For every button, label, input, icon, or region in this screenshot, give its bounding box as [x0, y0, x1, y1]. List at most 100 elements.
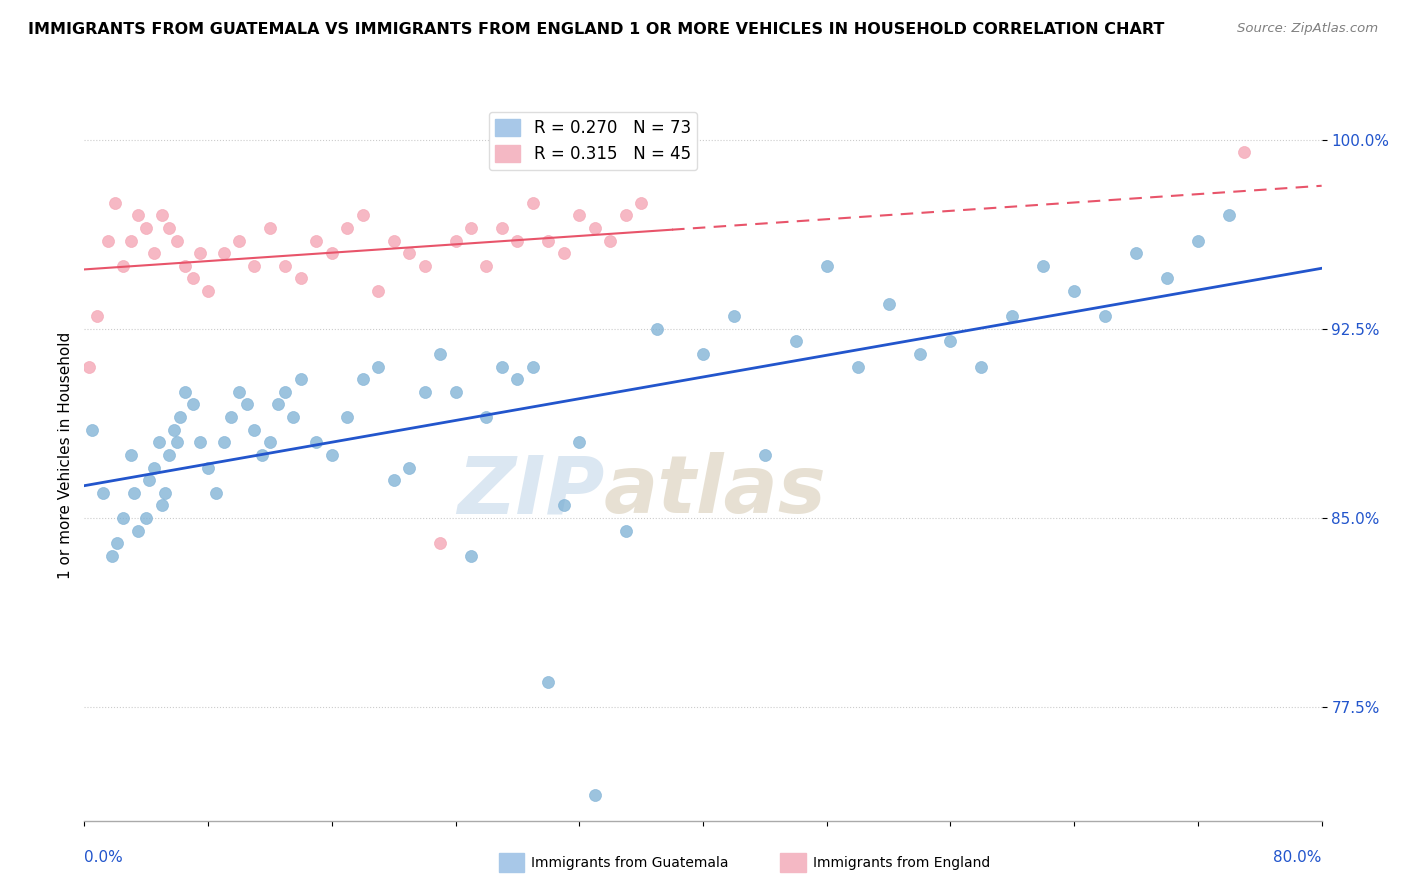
Point [228, 384, 250, 399]
Point [1032, 259, 1054, 273]
Point [143, 460, 166, 475]
Point [150, 499, 173, 513]
Point [553, 499, 575, 513]
Point [290, 372, 312, 386]
Point [692, 347, 714, 361]
Point [127, 208, 149, 222]
Point [274, 384, 297, 399]
Point [259, 435, 281, 450]
Point [96, 234, 118, 248]
Point [877, 296, 900, 310]
Point [336, 410, 359, 425]
Point [169, 410, 191, 425]
Point [159, 221, 180, 235]
Point [101, 549, 124, 563]
Point [522, 359, 544, 374]
Point [614, 524, 637, 538]
Text: 0.0%: 0.0% [84, 850, 124, 865]
Point [122, 485, 145, 500]
Point [583, 221, 606, 235]
Point [367, 284, 389, 298]
Point [352, 372, 374, 386]
Point [522, 195, 544, 210]
Point [104, 195, 127, 210]
Point [645, 322, 668, 336]
Point [112, 511, 135, 525]
Point [815, 259, 838, 273]
Point [163, 423, 186, 437]
Point [77, 359, 100, 374]
Point [150, 208, 173, 222]
Point [583, 789, 606, 803]
Point [444, 384, 467, 399]
Y-axis label: 1 or more Vehicles in Household: 1 or more Vehicles in Household [58, 331, 73, 579]
Legend: R = 0.270   N = 73, R = 0.315   N = 45: R = 0.270 N = 73, R = 0.315 N = 45 [489, 112, 697, 170]
Point [166, 234, 188, 248]
Point [120, 448, 142, 462]
Point [939, 334, 962, 349]
Point [120, 234, 142, 248]
Point [336, 221, 359, 235]
Point [135, 221, 157, 235]
Point [281, 410, 305, 425]
Point [413, 384, 436, 399]
Point [367, 359, 389, 374]
Point [205, 485, 228, 500]
Point [614, 208, 637, 222]
Text: 80.0%: 80.0% [1274, 850, 1322, 865]
Point [1001, 309, 1024, 323]
Point [1156, 271, 1178, 285]
Point [382, 473, 405, 487]
Point [630, 195, 652, 210]
Point [181, 397, 204, 411]
Point [908, 347, 931, 361]
Point [212, 246, 235, 260]
Point [568, 435, 591, 450]
Point [305, 435, 328, 450]
Point [537, 234, 560, 248]
Point [1125, 246, 1147, 260]
Point [166, 435, 188, 450]
Point [460, 221, 482, 235]
Point [259, 221, 281, 235]
Point [174, 384, 197, 399]
Point [970, 359, 993, 374]
Point [723, 309, 745, 323]
Point [174, 259, 197, 273]
Point [159, 448, 180, 462]
Point [382, 234, 405, 248]
Point [846, 359, 869, 374]
Point [398, 246, 420, 260]
Point [413, 259, 436, 273]
Point [188, 435, 212, 450]
Point [785, 334, 807, 349]
Point [243, 259, 266, 273]
Text: Immigrants from England: Immigrants from England [813, 855, 990, 870]
Point [491, 221, 513, 235]
Point [429, 347, 451, 361]
Text: ZIP: ZIP [457, 452, 605, 531]
Point [1094, 309, 1116, 323]
Text: atlas: atlas [605, 452, 827, 531]
Point [352, 208, 374, 222]
Point [228, 234, 250, 248]
Point [274, 259, 297, 273]
Point [250, 448, 273, 462]
Text: IMMIGRANTS FROM GUATEMALA VS IMMIGRANTS FROM ENGLAND 1 OR MORE VEHICLES IN HOUSE: IMMIGRANTS FROM GUATEMALA VS IMMIGRANTS … [28, 22, 1164, 37]
Point [398, 460, 420, 475]
Point [506, 372, 529, 386]
Point [267, 397, 290, 411]
Point [153, 485, 176, 500]
Point [91, 485, 114, 500]
Text: Source: ZipAtlas.com: Source: ZipAtlas.com [1237, 22, 1378, 36]
Point [112, 259, 135, 273]
Point [212, 435, 235, 450]
Point [475, 259, 498, 273]
Point [143, 246, 166, 260]
Point [568, 208, 591, 222]
Point [1218, 208, 1240, 222]
Point [599, 234, 621, 248]
Point [235, 397, 259, 411]
Text: Immigrants from Guatemala: Immigrants from Guatemala [531, 855, 728, 870]
Point [553, 246, 575, 260]
